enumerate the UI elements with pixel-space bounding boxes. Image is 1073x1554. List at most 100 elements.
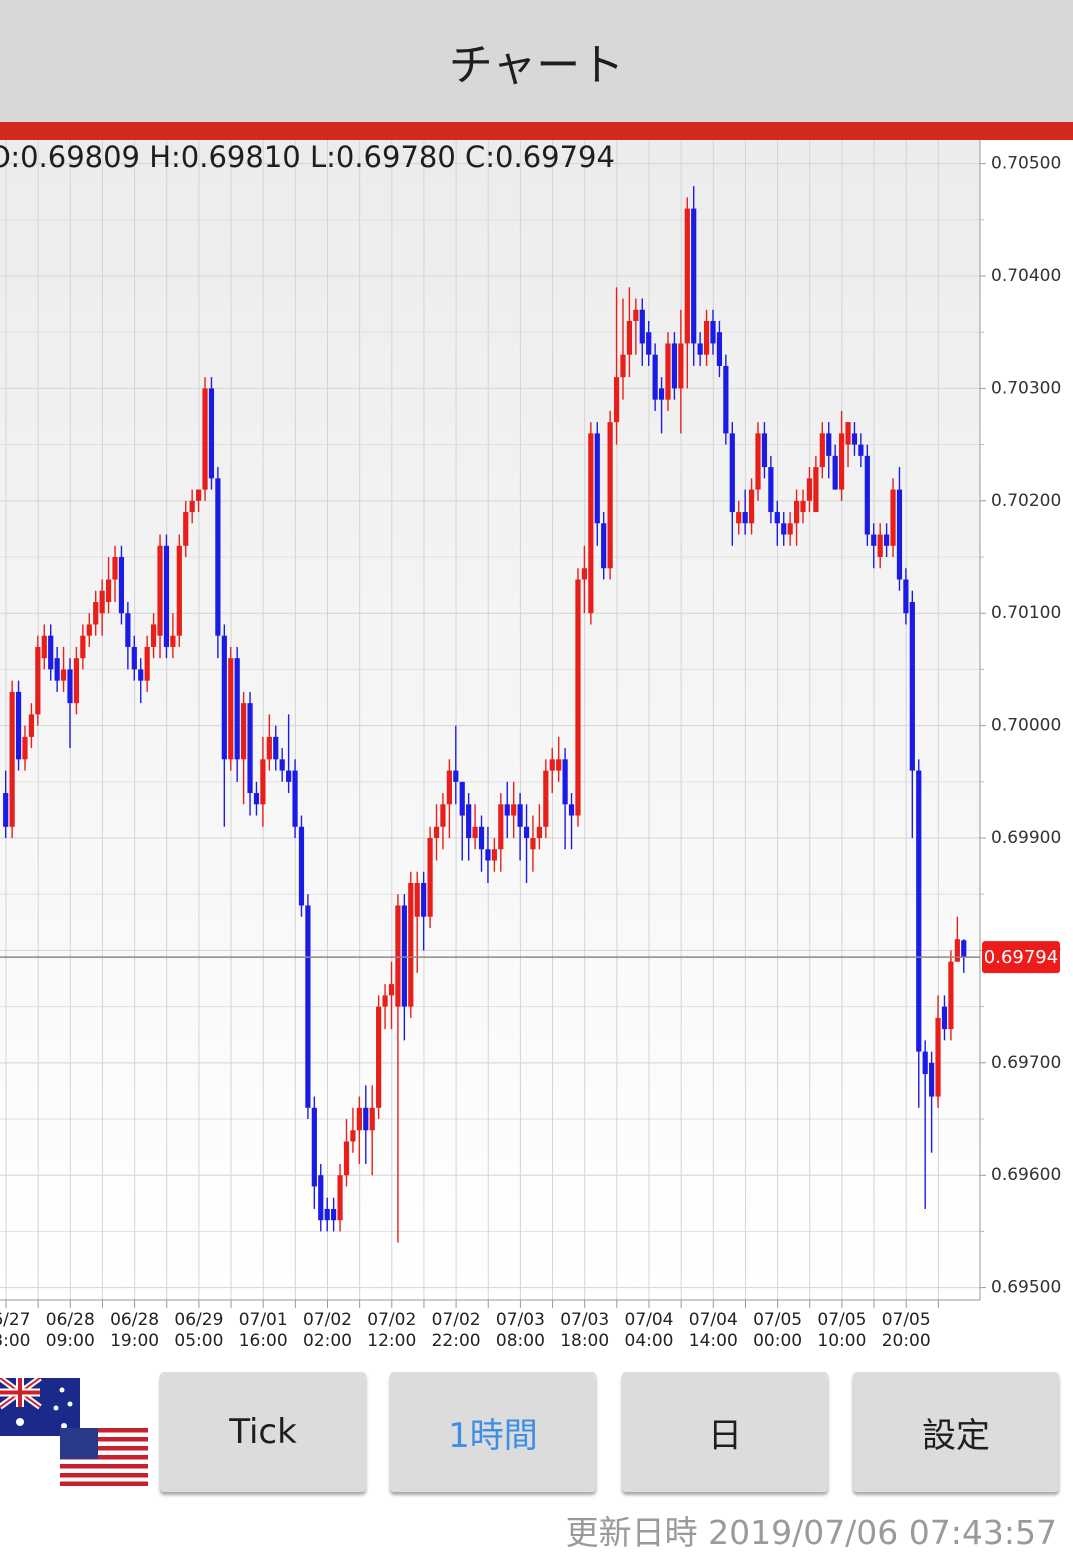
- candle-body: [839, 433, 845, 490]
- candle-body: [511, 804, 517, 816]
- screen-title: チャート: [448, 40, 625, 91]
- y-tick-label: 0.70400: [991, 266, 1061, 286]
- candle-body: [170, 635, 176, 647]
- candle-body: [748, 489, 755, 524]
- candle-body: [504, 804, 510, 816]
- candle-body: [864, 455, 870, 535]
- candle-body: [703, 320, 710, 355]
- x-tick-label: 07/04 14:00: [688, 1310, 738, 1351]
- x-tick-label: 07/05 00:00: [753, 1310, 803, 1351]
- candle-body: [273, 736, 279, 760]
- candle-body: [228, 658, 234, 760]
- plot-background: [0, 140, 980, 1300]
- candle-body: [498, 804, 504, 850]
- candle-body: [234, 658, 240, 760]
- candle-body: [305, 905, 311, 1108]
- candle-body: [543, 770, 549, 827]
- x-tick-label: 06/29 05:00: [174, 1310, 224, 1351]
- candle-body: [581, 568, 587, 580]
- candle-body: [903, 579, 909, 614]
- candle-body: [3, 793, 9, 827]
- candle-body: [202, 388, 208, 490]
- candle-body: [916, 770, 922, 1052]
- candle-body: [736, 512, 742, 524]
- candle-body: [954, 939, 960, 962]
- y-tick-label: 0.69900: [991, 828, 1061, 848]
- candle-body: [99, 590, 105, 614]
- timeframe-button[interactable]: 日: [622, 1372, 828, 1492]
- x-tick-label: 07/02 02:00: [303, 1310, 352, 1351]
- candle-body: [163, 545, 170, 647]
- candle-body: [363, 1107, 369, 1131]
- candle-body: [961, 940, 967, 958]
- candle-body: [286, 770, 292, 782]
- x-tick-label: 06/28 19:00: [110, 1310, 160, 1351]
- candle-body: [710, 320, 716, 344]
- candle-body: [459, 781, 465, 816]
- candle-body: [125, 613, 131, 647]
- update-time: 更新日時 2019/07/06 07:43:57: [566, 1506, 1057, 1554]
- candle-body: [176, 545, 182, 636]
- candle-body: [909, 601, 915, 771]
- candle-body: [813, 467, 819, 513]
- candle-body: [427, 838, 433, 917]
- timeframe-button[interactable]: Tick: [160, 1372, 366, 1492]
- y-tick-label: 0.70500: [991, 154, 1061, 174]
- x-tick-label: 07/03 08:00: [495, 1310, 545, 1351]
- candle-body: [421, 882, 427, 917]
- candle-body: [433, 826, 440, 839]
- x-tick-label: 07/05 20:00: [881, 1310, 931, 1351]
- candle-body: [266, 736, 272, 760]
- app-header: チャート: [0, 0, 1073, 122]
- ohlc-info: O:0.69809 H:0.69810 L:0.69780 C:0.69794: [0, 140, 615, 174]
- candle-body: [67, 669, 73, 704]
- candle-body: [646, 332, 652, 355]
- candle-body: [215, 478, 221, 636]
- candle-body: [671, 343, 678, 389]
- candle-body: [652, 354, 658, 400]
- candle-body: [684, 208, 690, 344]
- candle-body: [665, 343, 671, 400]
- update-label: 更新日時: [565, 1513, 698, 1552]
- candle-body: [678, 343, 684, 389]
- candle-body: [832, 455, 838, 490]
- x-tick-label: 07/04 04:00: [624, 1310, 674, 1351]
- candle-body: [331, 1208, 337, 1221]
- candle-body: [138, 669, 144, 681]
- candle-body: [22, 736, 28, 760]
- candle-body: [530, 838, 536, 850]
- candle-body: [150, 624, 157, 647]
- candle-body: [260, 759, 266, 805]
- timeframe-button[interactable]: 1時間: [390, 1372, 596, 1492]
- x-tick-label: 07/02 22:00: [431, 1310, 481, 1351]
- candle-body: [716, 332, 723, 366]
- timeframe-button[interactable]: 設定: [853, 1372, 1059, 1492]
- candle-body: [658, 388, 665, 400]
- aud-flag: [0, 1378, 80, 1436]
- candle-body: [382, 995, 388, 1007]
- candle-body: [253, 793, 260, 805]
- candle-body: [896, 489, 903, 580]
- candle-body: [247, 703, 253, 794]
- candle-body: [607, 422, 613, 569]
- candle-body: [491, 849, 497, 861]
- candle-body: [395, 905, 401, 1007]
- candle-body: [54, 658, 60, 681]
- candle-body: [858, 444, 864, 456]
- candle-body: [729, 433, 735, 513]
- x-tick-label: 07/05 10:00: [817, 1310, 867, 1351]
- candle-body: [80, 635, 86, 659]
- candle-body: [755, 433, 761, 490]
- candle-body: [929, 1062, 935, 1097]
- candle-body: [388, 984, 395, 996]
- candle-body: [208, 388, 215, 479]
- x-tick-label: 06/27 23:00: [0, 1310, 31, 1351]
- candle-body: [626, 320, 633, 355]
- candle-body: [884, 534, 890, 546]
- last-price-badge: [982, 941, 1060, 974]
- candle-body: [935, 1017, 941, 1097]
- candle-body: [28, 714, 35, 737]
- last-price-label: 0.69794: [984, 947, 1058, 968]
- candle-body: [845, 422, 851, 445]
- candle-body: [9, 691, 15, 827]
